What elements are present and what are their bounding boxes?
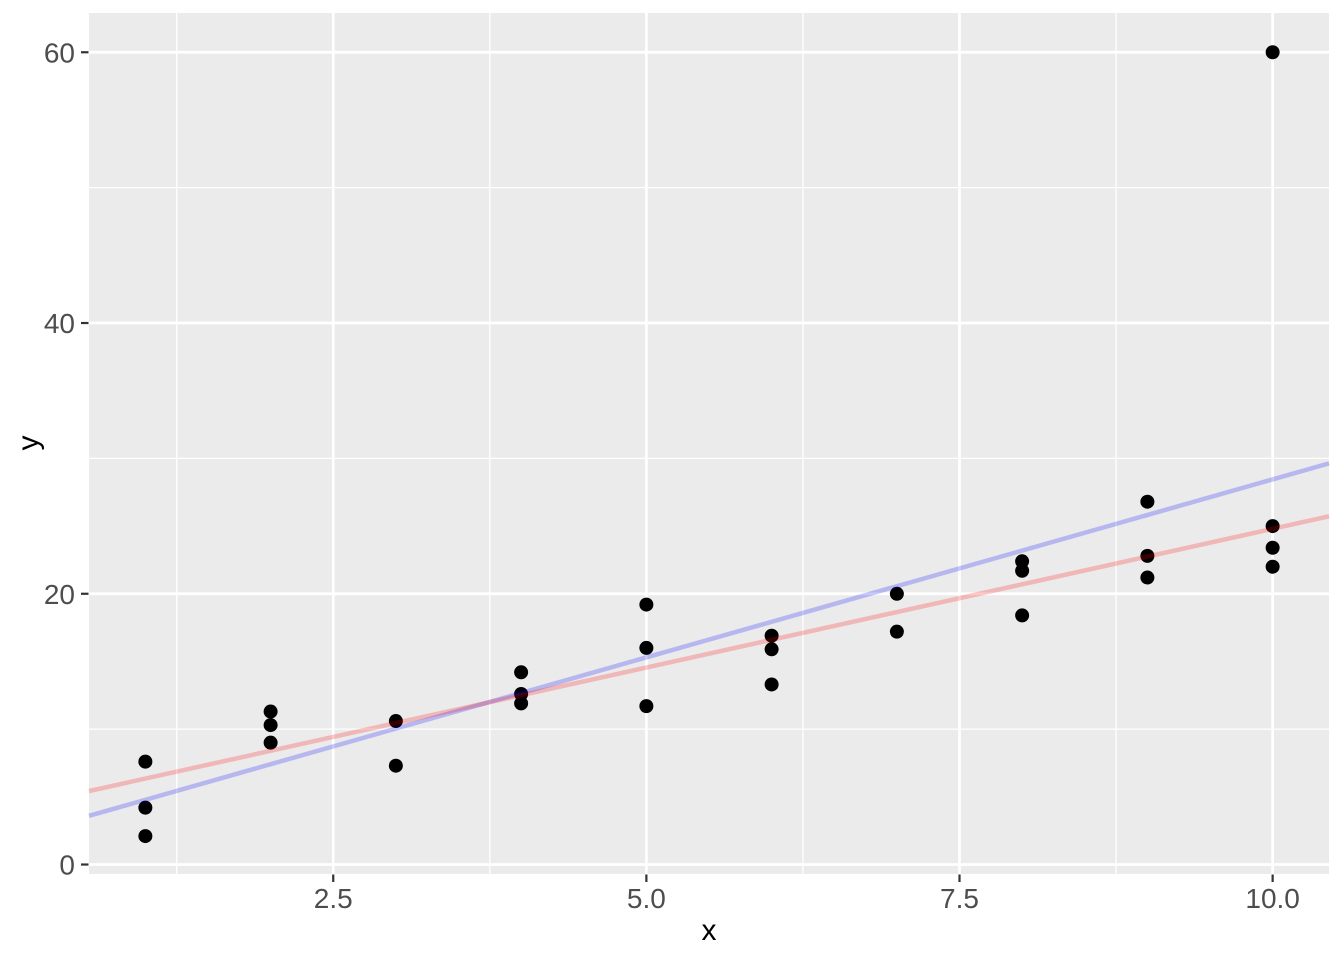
data-point (1265, 45, 1280, 60)
x-tick-label: 7.5 (940, 883, 979, 914)
data-point (889, 586, 904, 601)
major-gridlines (89, 13, 1329, 874)
x-axis-title: x (702, 914, 717, 947)
data-point (764, 642, 779, 657)
data-point (1265, 559, 1280, 574)
red-fit-line (88, 514, 1330, 794)
data-point (138, 800, 153, 815)
minor-gridlines (89, 13, 1329, 874)
data-point (388, 714, 403, 729)
axis-tick-labels: 2.5 5.0 7.5 10.0 0 20 40 60 (44, 37, 1300, 914)
data-point (388, 758, 403, 773)
plot-panel (89, 13, 1329, 874)
data-point (263, 718, 278, 733)
y-axis-title: y (12, 436, 45, 451)
blue-fit-line (88, 461, 1330, 818)
data-point (1140, 548, 1155, 563)
y-tick-label: 20 (44, 579, 75, 610)
data-point (1140, 494, 1155, 509)
data-point (639, 597, 654, 612)
data-point (263, 735, 278, 750)
data-point (514, 696, 529, 711)
data-point (889, 624, 904, 639)
data-point (639, 699, 654, 714)
data-point (514, 665, 529, 680)
data-point (1265, 540, 1280, 555)
y-tick-label: 40 (44, 308, 75, 339)
axis-tick-marks (81, 51, 1274, 882)
x-tick-label: 10.0 (1245, 883, 1300, 914)
panel-background (89, 13, 1329, 874)
data-point (764, 677, 779, 692)
x-tick-label: 5.0 (627, 883, 666, 914)
data-point (639, 640, 654, 655)
data-point (1140, 570, 1155, 585)
data-point (138, 829, 153, 844)
y-tick-label: 60 (44, 37, 75, 68)
data-point (138, 754, 153, 769)
y-tick-label: 0 (59, 850, 75, 881)
data-point (1015, 608, 1030, 623)
data-points (138, 45, 1280, 844)
x-tick-label: 2.5 (314, 883, 353, 914)
data-point (1015, 563, 1030, 578)
data-point (1265, 519, 1280, 534)
fit-lines (88, 461, 1330, 818)
data-point (263, 704, 278, 719)
data-point (764, 628, 779, 643)
